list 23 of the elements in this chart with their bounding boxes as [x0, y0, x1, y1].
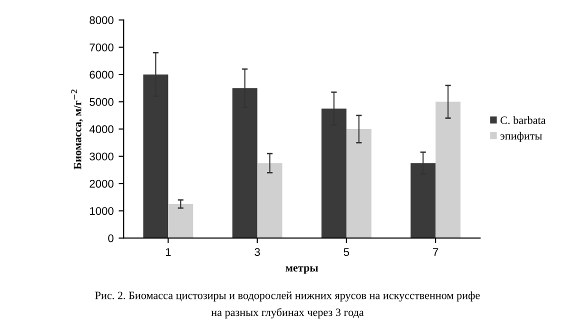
- x-tick-label: 3: [254, 248, 260, 256]
- y-tick-label: 2000: [90, 180, 114, 188]
- y-tick-label: 3000: [90, 152, 114, 160]
- y-tick-label: 4000: [89, 125, 114, 134]
- x-tick-label: 5: [344, 248, 350, 256]
- y-tick-label: 0: [108, 234, 114, 242]
- legend-label: эпифиты: [500, 132, 542, 142]
- bar: [436, 102, 461, 238]
- y-axis-title: Биомасса, м/г$^{−2}$: [71, 90, 83, 170]
- y-tick-label: 8000: [90, 16, 114, 24]
- x-tick-label: 7: [433, 248, 438, 256]
- legend-label: C. barbata: [500, 116, 546, 124]
- y-tick-label: 1000: [90, 207, 114, 215]
- x-axis-title: метры: [286, 266, 318, 274]
- y-tick-label: 7000: [90, 44, 114, 52]
- text: на разных глубинах через 3 года: [211, 308, 364, 318]
- bar: [168, 204, 194, 238]
- x-tick-label: 1: [166, 248, 171, 256]
- text: Рис. 2. Биомасса цистозиры и водорослей нижних ярусов на искусственном рифе: [95, 291, 480, 302]
- bar: [346, 129, 372, 238]
- bar: [257, 163, 282, 238]
- y-tick-label: 5000: [90, 98, 114, 106]
- y-tick-label: 6000: [90, 70, 114, 79]
